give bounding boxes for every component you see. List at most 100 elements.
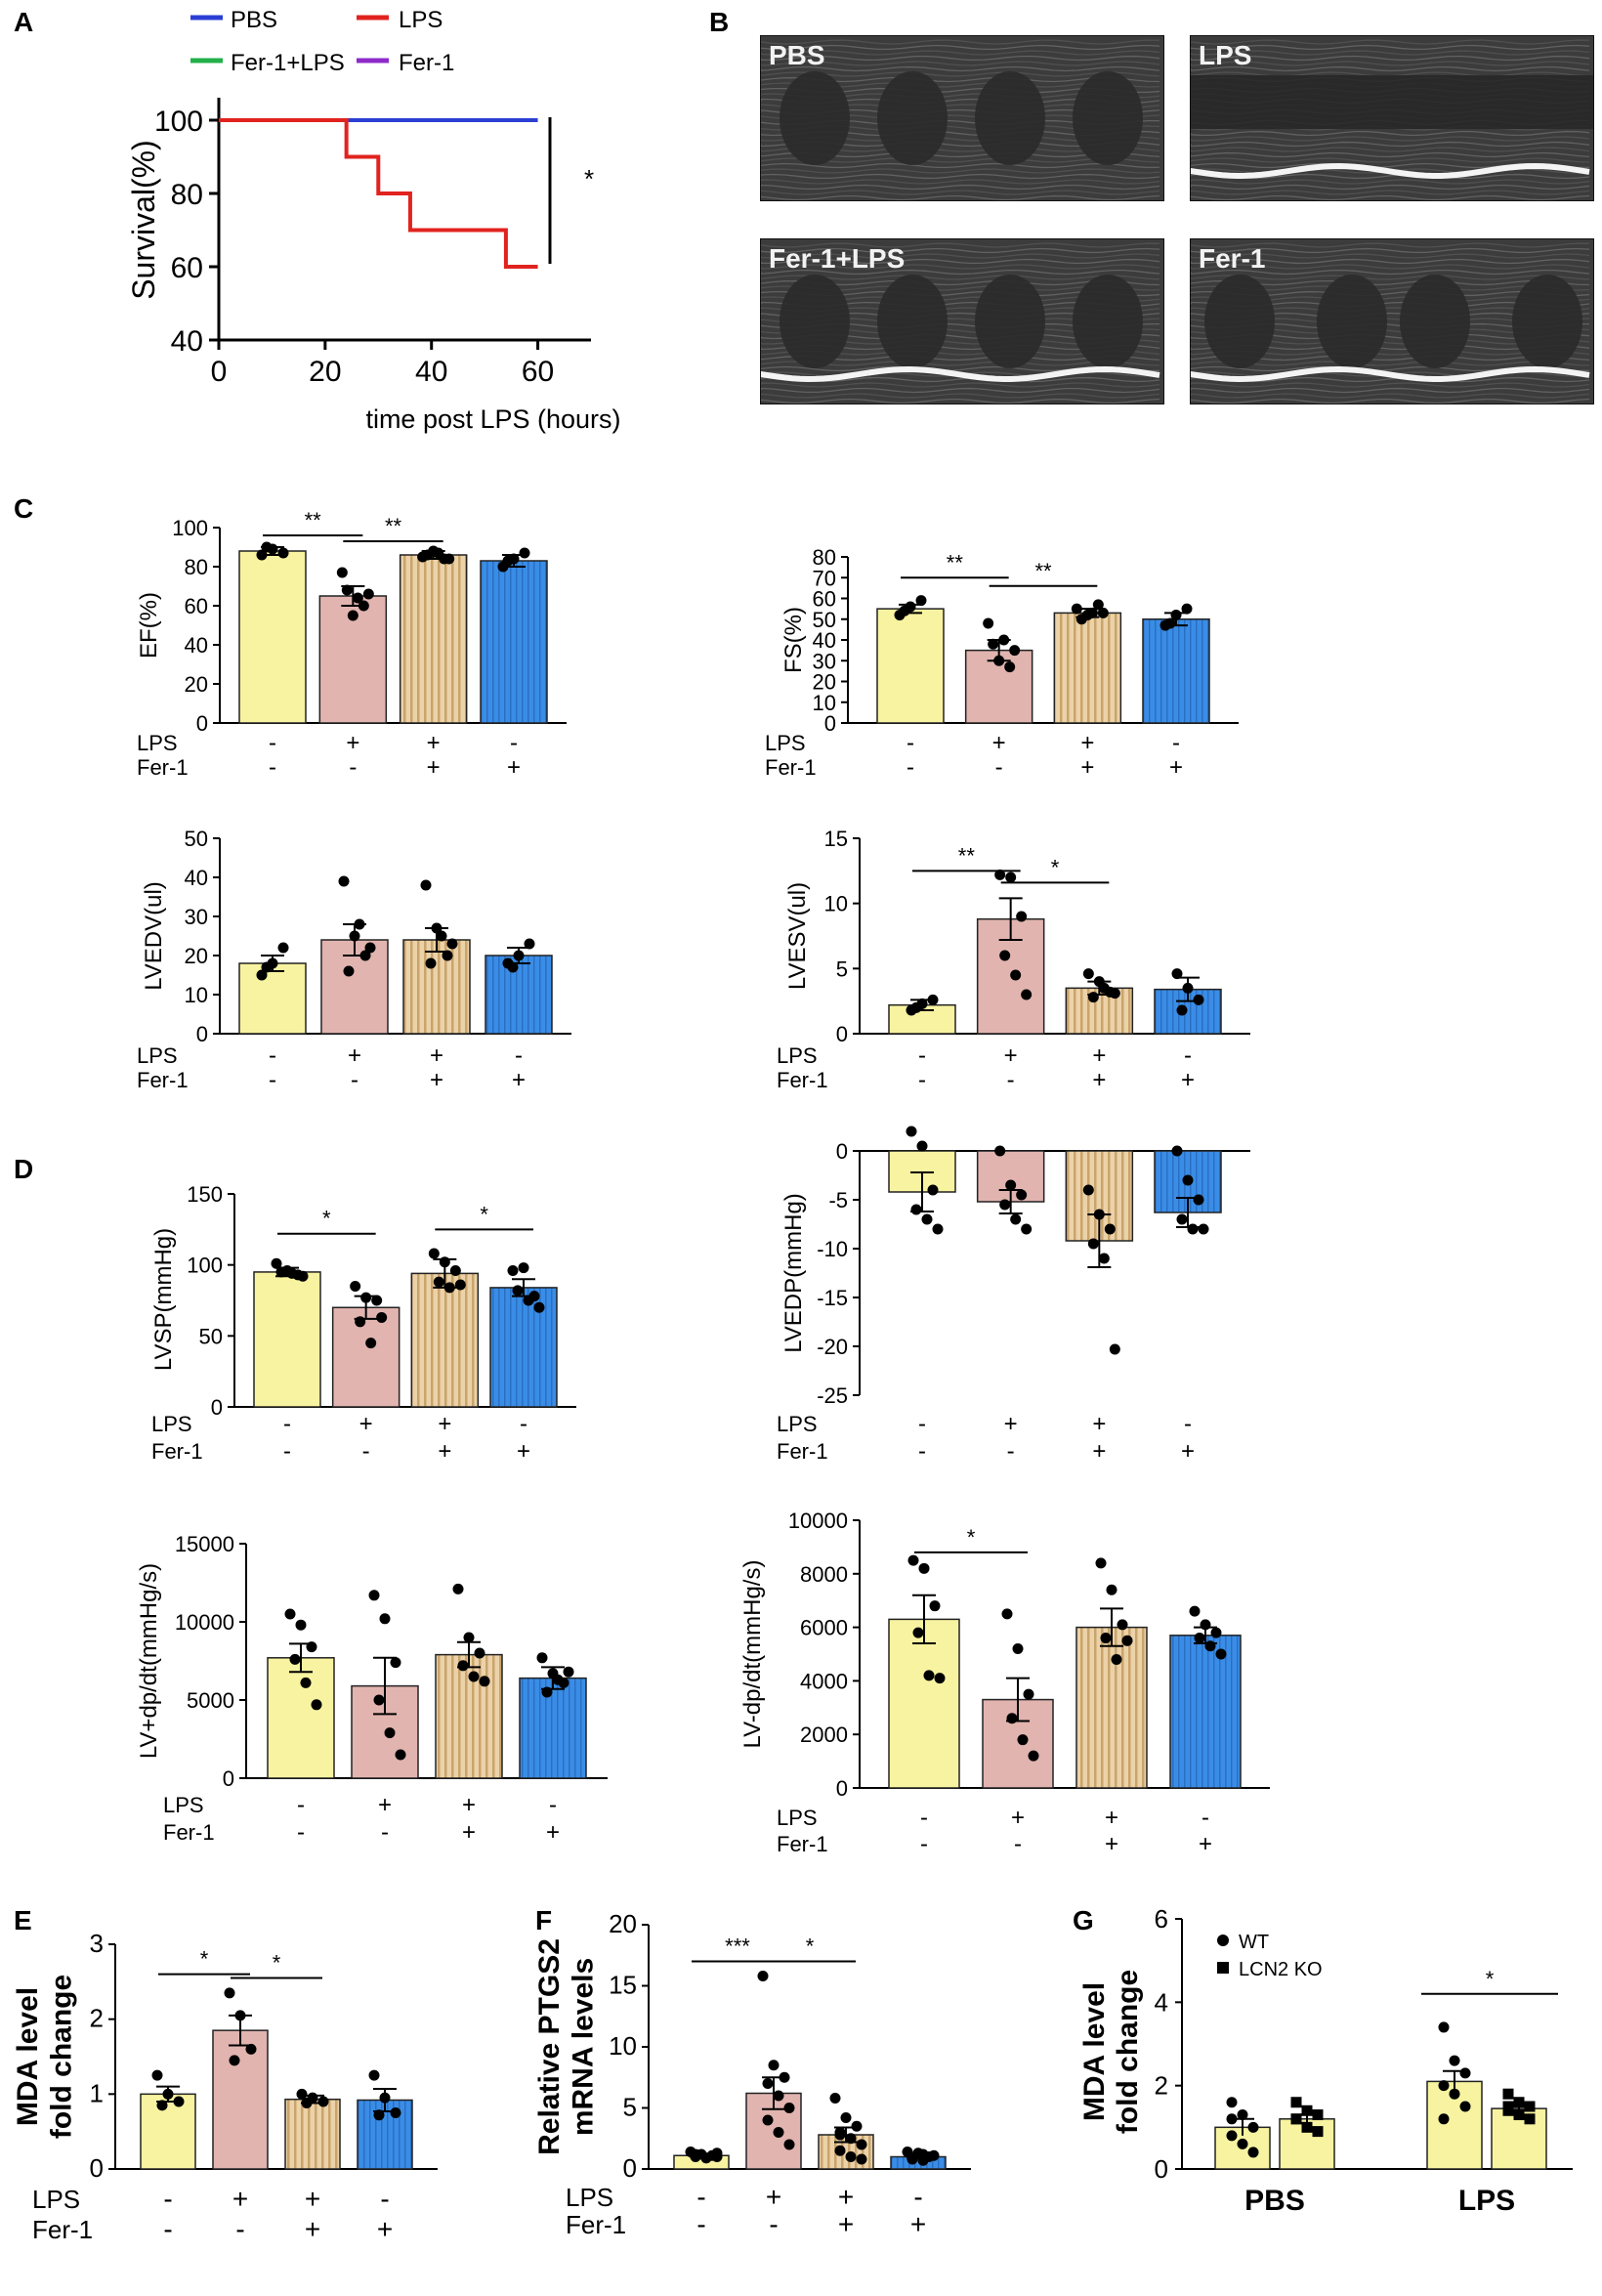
fer1-sign: - — [351, 1067, 358, 1093]
data-point — [156, 2100, 168, 2111]
data-point — [355, 1316, 366, 1328]
echo-chamber — [1512, 275, 1582, 368]
y-axis-label-line: LVEDV(ul) — [141, 881, 167, 991]
data-point — [899, 605, 910, 617]
data-point — [513, 950, 525, 961]
data-point — [1095, 1557, 1107, 1569]
panel-label-f: F — [535, 1905, 552, 1935]
panel-label-d: D — [14, 1154, 33, 1184]
lps-sign: + — [346, 730, 359, 756]
y-axis-label: Survival(%) — [126, 140, 161, 300]
y-tick-label: 5 — [836, 957, 848, 981]
y-axis-label-line: LVEDP(mmHg) — [780, 1193, 807, 1353]
echo-texture-line — [1191, 194, 1590, 200]
fer1-sign: + — [910, 2209, 926, 2239]
data-point — [1290, 2097, 1302, 2108]
data-point — [368, 2069, 380, 2081]
echo-chamber — [975, 275, 1045, 368]
data-point — [856, 2139, 867, 2150]
y-tick-label: 1 — [90, 2078, 104, 2107]
fer1-sign: + — [1092, 1438, 1106, 1465]
echo-texture-line — [1191, 130, 1590, 137]
lps-sign: - — [1172, 730, 1180, 756]
row-label-fer1: Fer-1 — [137, 1068, 189, 1092]
data-point — [1438, 2021, 1450, 2033]
echo-texture-line — [761, 393, 1160, 399]
y-axis-label: LV-dp/dt(mmHg/s) — [739, 1560, 766, 1749]
data-point — [994, 1145, 1006, 1157]
y-tick-label: 150 — [187, 1182, 223, 1207]
echo-label-fer1: Fer-1 — [1199, 243, 1266, 274]
data-point — [563, 1666, 574, 1678]
row-label-fer1: Fer-1 — [137, 755, 189, 780]
data-point — [436, 930, 447, 942]
y-axis-label: Relative PTGS2mRNA levels — [533, 1938, 600, 2155]
lps-sign: + — [1004, 1411, 1018, 1437]
data-point — [762, 2078, 774, 2089]
data-point — [420, 879, 432, 891]
data-point — [1312, 2126, 1324, 2138]
fer1-sign: + — [1092, 1067, 1106, 1093]
echo-chamber — [1073, 71, 1143, 165]
data-point — [1200, 1619, 1211, 1631]
x-category-label: LPS — [1458, 2185, 1515, 2217]
y-tick-label: 50 — [199, 1324, 223, 1348]
echo-waveform — [761, 242, 1160, 404]
panel-label-a: A — [14, 7, 33, 37]
data-point — [910, 1204, 922, 1215]
bar-chart-lv-dp-dt: 0 5000 10000 15000 LV+dp/dt(mmHg/s) LPS Fer-1 -… — [136, 1532, 608, 1846]
data-point — [773, 2127, 784, 2138]
data-point — [474, 1647, 485, 1659]
data-point — [343, 965, 355, 977]
legend-label-lps: LPS — [399, 7, 443, 33]
data-point — [829, 2093, 841, 2104]
data-point — [1111, 1653, 1122, 1665]
data-point — [1010, 1213, 1022, 1225]
bar — [876, 608, 945, 724]
data-point — [443, 553, 455, 565]
y-tick-label: 0 — [196, 1022, 208, 1046]
data-point — [457, 1660, 469, 1672]
data-point — [1005, 872, 1017, 883]
y-tick-label: 0 — [211, 1395, 223, 1420]
y-tick-label: 50 — [813, 608, 836, 632]
bar — [238, 550, 307, 724]
data-point — [690, 2148, 701, 2160]
data-point — [1171, 1145, 1183, 1157]
lps-sign: - — [1184, 1411, 1192, 1437]
data-point — [851, 2120, 863, 2132]
echo-texture-line — [761, 44, 1160, 51]
significance-star: ** — [958, 843, 976, 868]
data-point — [289, 1653, 301, 1665]
lps-sign: + — [462, 1792, 476, 1818]
data-point — [271, 1257, 282, 1269]
data-point — [1098, 982, 1110, 994]
echo-texture-line — [1191, 258, 1590, 265]
data-point — [1312, 2109, 1324, 2121]
y-axis-label: LV+dp/dt(mmHg/s) — [136, 1563, 162, 1759]
lps-sign: + — [1011, 1805, 1025, 1831]
data-point — [371, 1295, 383, 1306]
data-point — [1005, 1179, 1017, 1191]
data-point — [256, 549, 268, 561]
data-point — [468, 1671, 480, 1682]
lps-sign: - — [163, 2184, 172, 2214]
data-point — [277, 547, 289, 559]
fer1-sign: - — [269, 1067, 276, 1093]
data-point — [297, 1270, 309, 1282]
y-tick-label: 40 — [185, 633, 208, 658]
echo-texture-line — [761, 162, 1160, 169]
echo-image-pbs: PBS — [760, 35, 1164, 201]
fer1-sign: + — [507, 754, 521, 781]
data-point — [1198, 1223, 1209, 1235]
y-axis-label: LVEDP(mmHg) — [780, 1193, 807, 1353]
data-point — [507, 1264, 519, 1276]
fer1-sign: + — [546, 1819, 560, 1846]
data-point — [993, 655, 1005, 666]
data-point — [1226, 2097, 1238, 2108]
echo-texture-line — [1191, 387, 1590, 394]
echo-wall-line — [1191, 365, 1590, 382]
survival-legend: PBS LPS Fer-1+LPS Fer-1 — [190, 7, 454, 76]
y-axis-label-line: FS(%) — [780, 607, 807, 673]
